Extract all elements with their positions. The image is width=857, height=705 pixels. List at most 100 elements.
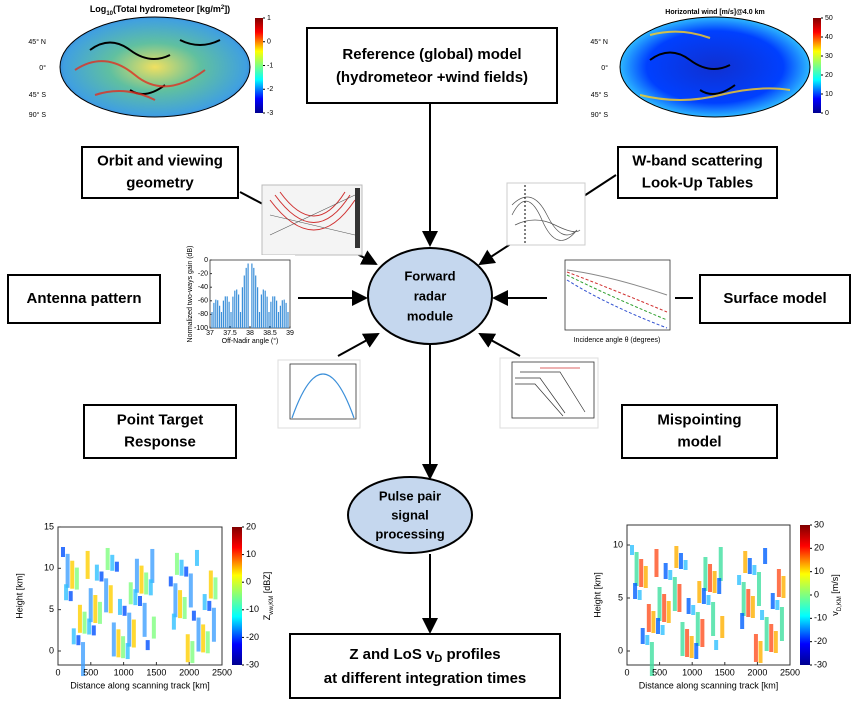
echo: [706, 595, 711, 605]
echo: [71, 628, 76, 645]
echo: [178, 590, 183, 619]
echo: [68, 591, 73, 602]
map-title: Log10(Total hydrometeor [kg/m2]): [90, 4, 230, 16]
echo: [97, 601, 102, 624]
echo: [142, 602, 147, 637]
tick-label: 37: [206, 330, 214, 337]
echo: [121, 636, 126, 659]
echo: [94, 564, 99, 581]
echo: [750, 596, 755, 618]
box-text: Point Target: [117, 411, 203, 428]
tick-label: 1500: [715, 667, 735, 677]
echo: [651, 611, 656, 633]
echo: [714, 640, 719, 650]
echo: [182, 596, 187, 619]
box-text: Orbit and viewing: [97, 152, 223, 169]
colorbar: [800, 525, 810, 665]
colorbar: [255, 18, 263, 113]
box-text: model: [677, 433, 721, 450]
label-part: v: [830, 611, 840, 616]
tick-label: -3: [267, 110, 273, 117]
echo: [630, 545, 634, 555]
echo: [144, 572, 149, 595]
echo: [208, 570, 213, 599]
echo: [637, 590, 642, 600]
tick-label: -30: [814, 659, 827, 669]
echo: [74, 567, 79, 590]
echo: [700, 619, 705, 647]
echo: [639, 559, 644, 587]
echo: [683, 560, 688, 570]
label-part: ww,KM: [269, 596, 275, 616]
tick-label: 15: [44, 521, 54, 531]
echo: [202, 594, 207, 611]
echo: [174, 552, 179, 575]
tick-label: -60: [198, 298, 208, 305]
tick-label: 2000: [179, 667, 199, 677]
echo: [758, 641, 763, 663]
box-text: Reference (global) model: [342, 46, 521, 63]
echo: [691, 605, 696, 615]
map-globe: [59, 16, 251, 118]
echo: [87, 618, 92, 635]
tick-label: -1: [267, 62, 273, 69]
tick-label: -10: [246, 604, 259, 614]
echo: [753, 634, 758, 662]
surface-thumbnail: Incidence angle θ (degrees): [547, 255, 675, 345]
axis-label: Distance along scanning track [km]: [639, 680, 779, 690]
echo: [211, 607, 216, 642]
tick-label: -40: [198, 284, 208, 291]
echo: [668, 570, 673, 580]
echo: [752, 565, 757, 575]
input-box: Surface model: [699, 274, 851, 324]
label-part: [dBZ]: [262, 572, 272, 596]
echo: [703, 557, 708, 591]
box-text: Antenna pattern: [26, 290, 141, 307]
echo: [680, 622, 685, 656]
lat-label: 45° S: [29, 91, 47, 99]
echo: [776, 569, 781, 597]
echo: [663, 563, 668, 579]
echo: [64, 584, 69, 601]
tick-label: 20: [246, 521, 256, 531]
colorbar: [232, 527, 242, 665]
tick-label: 50: [825, 15, 833, 22]
echo: [678, 553, 683, 569]
box: [621, 404, 778, 459]
tick-label: -20: [814, 636, 827, 646]
node-text: Pulse pair: [379, 488, 441, 503]
echo: [111, 622, 116, 657]
reference-box: Reference (global) model (hydrometeor +w…: [306, 27, 558, 104]
axis-label: Off-Nadir angle (°): [222, 337, 279, 345]
echo: [769, 624, 774, 652]
echo: [99, 571, 104, 582]
echo: [695, 612, 700, 646]
echo: [686, 598, 691, 614]
tick-label: 30: [814, 519, 824, 529]
echo: [756, 572, 761, 606]
box-text: Surface model: [723, 290, 826, 307]
orbit-thumbnail: [261, 184, 363, 256]
echo: [81, 642, 86, 677]
echo: [718, 547, 723, 581]
node-text: module: [407, 308, 453, 323]
echo: [746, 589, 751, 617]
echo: [708, 564, 713, 592]
axis-label: Incidence angle θ (degrees): [574, 337, 661, 344]
echo: [70, 560, 75, 589]
tick-label: 0: [55, 667, 60, 677]
box: [83, 404, 237, 459]
echo: [763, 548, 768, 564]
echo: [91, 625, 96, 636]
echo: [108, 585, 113, 614]
node-text: signal: [391, 507, 429, 522]
echo: [697, 581, 702, 603]
label-part: Z: [262, 614, 272, 620]
tick-label: 37.5: [223, 330, 237, 337]
echo: [168, 576, 173, 587]
echo: [645, 635, 650, 645]
box-text: Response: [124, 433, 196, 450]
echo: [770, 593, 775, 609]
input-box: Mispointing model: [621, 404, 778, 459]
scattering-thumbnail: [506, 182, 586, 246]
